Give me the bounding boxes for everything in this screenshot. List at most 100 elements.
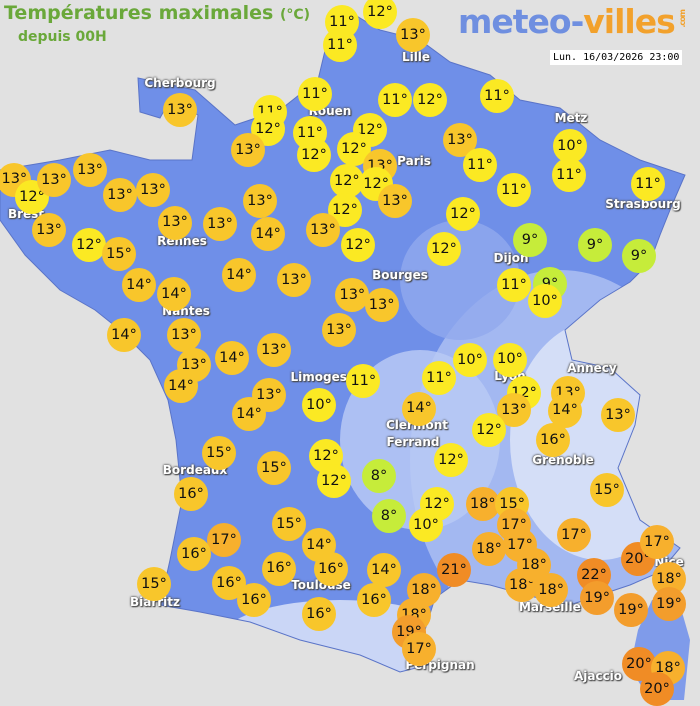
temperature-value: 13° (501, 401, 527, 418)
temperature-marker: 13° (32, 213, 66, 248)
temperature-value: 13° (368, 296, 395, 313)
temperature-marker: 13° (322, 313, 356, 347)
temperature-marker: 11° (422, 361, 456, 395)
temperature-marker: 16° (177, 537, 211, 571)
temperature-marker: 14° (367, 553, 401, 587)
temperature-marker: 12° (446, 197, 480, 231)
temperature-marker: 8° (372, 499, 406, 533)
temperature-value: 14° (255, 225, 281, 242)
temperature-value: 13° (400, 26, 426, 43)
temperature-marker: 13° (163, 93, 197, 127)
map-title: Températures maximales (°C) (4, 2, 311, 24)
temperature-value: 18° (411, 581, 437, 598)
temperature-value: 13° (326, 321, 352, 338)
city-label: Biarritz (129, 595, 181, 609)
temperature-value: 13° (167, 101, 193, 118)
temperature-marker: 10° (409, 508, 443, 542)
temperature-marker: 11° (497, 268, 531, 302)
temperature-value: 12° (332, 201, 358, 218)
temperature-value: 14° (126, 276, 152, 293)
city-label: Strasbourg (605, 197, 681, 211)
temperature-marker: 10° (553, 129, 587, 163)
temperature-marker: 13° (243, 184, 277, 218)
temperature-value: 13° (36, 221, 62, 238)
temperature-marker: 14° (157, 277, 191, 312)
temperature-value: 16° (241, 591, 267, 608)
temperature-value: 8° (380, 507, 398, 524)
temperature-value: 20° (626, 655, 652, 672)
temperature-marker: 16° (536, 423, 570, 457)
temperature-value: 13° (247, 192, 273, 209)
temperature-value: 11° (302, 85, 328, 102)
temperature-marker: 9° (622, 239, 656, 273)
temperature-value: 11° (635, 175, 661, 192)
map-subtitle: depuis 00H (18, 29, 107, 45)
temperature-marker: 21° (437, 553, 471, 587)
temperature-value: 11° (382, 91, 408, 108)
temperature-marker: 15° (137, 567, 171, 601)
temperature-value: 14° (236, 405, 262, 422)
temperature-value: 15° (594, 481, 620, 498)
temperature-marker: 13° (158, 205, 192, 240)
temperature-value: 9° (521, 231, 539, 248)
temperature-value: 11° (556, 166, 582, 183)
temperature-value: 12° (450, 205, 476, 222)
temperature-marker: 13° (203, 206, 237, 241)
temperature-marker: 19° (652, 587, 686, 621)
temperature-value: 15° (141, 575, 167, 592)
temperature-marker: 17° (640, 524, 674, 559)
temperature-value: 14° (552, 402, 578, 419)
temperature-marker: 12° (472, 413, 506, 447)
city-label: Lille (401, 50, 431, 64)
timestamp: Lun. 16/03/2026 23:00 (550, 50, 683, 65)
temperature-value: 15° (499, 495, 525, 512)
temperature-value: 14° (226, 266, 252, 283)
temperature-marker: 14° (232, 397, 266, 431)
temperature-value: 17° (561, 526, 587, 543)
temperature-value: 12° (321, 472, 347, 489)
temperature-value: 20° (625, 550, 651, 567)
temperature-value: 10° (457, 351, 483, 368)
temperature-value: 12° (345, 236, 371, 253)
temperature-value: 12° (313, 447, 339, 464)
temperature-value: 12° (333, 172, 360, 189)
temperature-value: 19° (618, 601, 644, 618)
temperature-marker: 12° (329, 164, 364, 198)
temperature-value: 14° (306, 536, 332, 553)
temperature-marker: 14° (251, 217, 285, 251)
temperature-value: 18° (656, 570, 682, 587)
temperature-marker: 13° (364, 288, 399, 322)
temperature-value: 14° (168, 377, 194, 394)
temperature-value: 14° (111, 326, 137, 343)
temperature-marker: 13° (396, 18, 430, 52)
temperature-value: 12° (367, 3, 393, 20)
temperature-value: 17° (406, 640, 432, 657)
temperature-marker: 11° (552, 158, 586, 192)
temperature-value: 14° (371, 561, 397, 578)
temperature-value: 13° (41, 172, 67, 189)
temperature-value: 13° (382, 192, 408, 209)
temperature-value: 12° (438, 451, 464, 468)
city-label: Cherbourg (144, 76, 216, 90)
temperature-value: 13° (181, 356, 207, 373)
temperature-marker: 11° (497, 173, 531, 207)
temperature-value: 12° (19, 188, 45, 205)
temperature-marker: 11° (480, 79, 514, 113)
temperature-value: 12° (301, 146, 327, 163)
temperature-value: 19° (584, 589, 610, 606)
temperature-value: 20° (644, 680, 670, 697)
temperature-value: 16° (266, 560, 292, 577)
temperature-value: 16° (181, 545, 207, 562)
temperature-marker: 10° (302, 388, 336, 422)
city-label: Grenoble (532, 453, 594, 467)
temperature-value: 11° (467, 156, 493, 173)
temperature-marker: 12° (341, 228, 375, 262)
temperature-value: 13° (162, 214, 188, 231)
city-label: Ajaccio (573, 669, 623, 683)
temperature-marker: 17° (557, 518, 591, 552)
temperature-marker: 18° (472, 532, 506, 566)
temperature-value: 17° (211, 531, 237, 548)
temperature-value: 15° (261, 459, 287, 476)
temperature-value: 11° (297, 124, 323, 141)
temperature-marker: 16° (302, 597, 336, 631)
